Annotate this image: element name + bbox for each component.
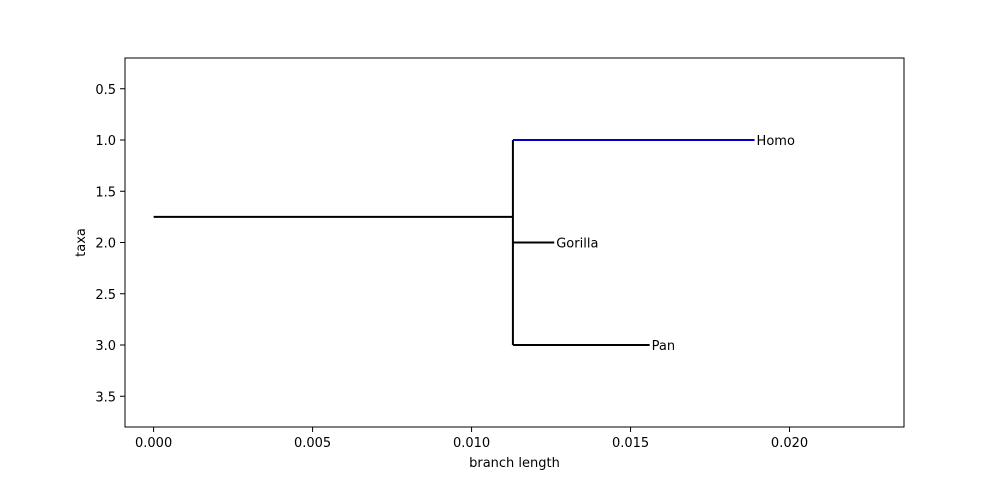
x-tick-label: 0.010 <box>453 436 490 451</box>
y-tick-label: 1.5 <box>95 185 116 200</box>
taxa-labels: Homo Gorilla Pan <box>556 134 795 354</box>
y-tick-label: 1.0 <box>95 134 116 149</box>
y-axis-label: taxa <box>74 228 89 257</box>
x-tick-label: 0.005 <box>294 436 331 451</box>
x-axis-label: branch length <box>469 456 560 471</box>
x-tick-label: 0.020 <box>771 436 808 451</box>
y-tick-label: 0.5 <box>95 83 116 98</box>
x-tick-label: 0.000 <box>135 436 172 451</box>
taxon-label: Pan <box>652 339 675 354</box>
taxon-label: Gorilla <box>556 237 598 252</box>
y-tick-label: 2.0 <box>95 237 116 252</box>
taxon-label: Homo <box>757 134 795 149</box>
x-tick-label: 0.015 <box>612 436 649 451</box>
tree-branches <box>153 139 755 346</box>
y-tick-label: 3.5 <box>95 390 116 405</box>
y-tick-label: 2.5 <box>95 288 116 303</box>
x-axis-ticks: 0.000 0.005 0.010 0.015 0.020 <box>135 427 808 451</box>
y-tick-label: 3.0 <box>95 339 116 354</box>
y-axis-ticks: 0.5 1.0 1.5 2.0 2.5 3.0 3.5 <box>95 83 125 405</box>
